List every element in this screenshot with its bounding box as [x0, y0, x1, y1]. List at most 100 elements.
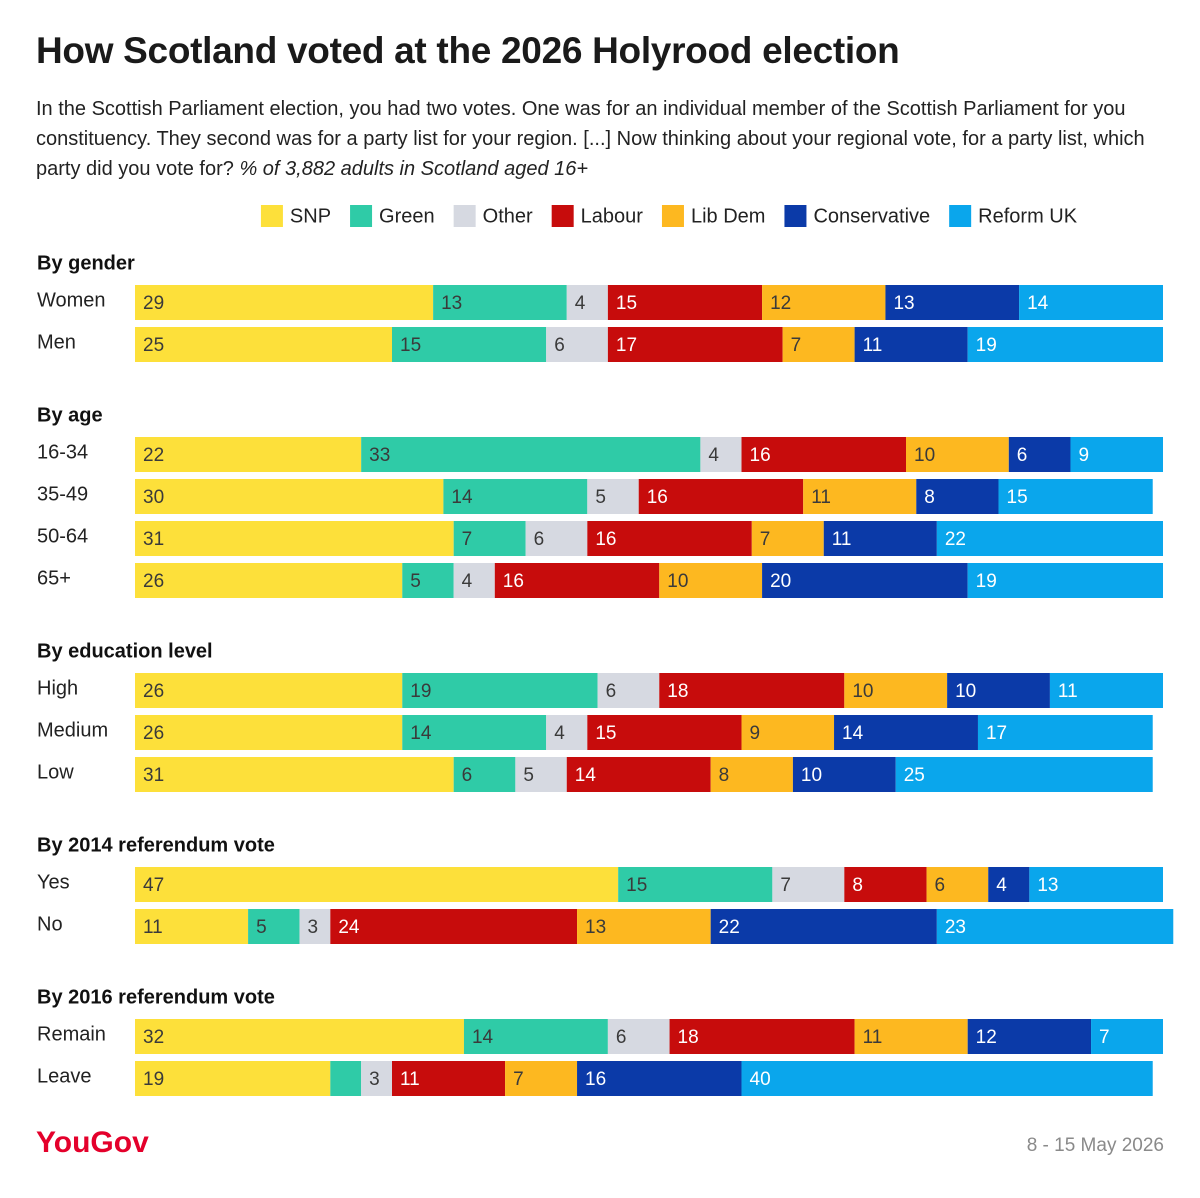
bar-segment	[710, 757, 793, 792]
value-label: 22	[143, 445, 164, 466]
value-label: 25	[143, 335, 164, 356]
value-label: 16	[503, 571, 524, 592]
value-label: 22	[945, 529, 966, 550]
value-label: 32	[143, 1027, 164, 1048]
legend-swatch	[784, 205, 807, 227]
bar-segment	[988, 867, 1030, 902]
bar-segment	[135, 909, 249, 944]
bar-segment	[659, 563, 763, 598]
date: 8 - 15 May 2026	[1027, 1135, 1164, 1156]
bar-segment	[834, 715, 978, 750]
category-label: Women	[37, 289, 106, 311]
bar-segment	[659, 673, 845, 708]
bar-segment	[803, 479, 917, 514]
bar-segment	[854, 327, 968, 362]
bar-segment	[844, 673, 948, 708]
value-label: 17	[986, 723, 1007, 744]
value-label: 22	[719, 917, 740, 938]
bar-segment	[1049, 673, 1163, 708]
bar-segment	[741, 437, 906, 472]
value-label: 13	[585, 917, 606, 938]
bar-segment	[936, 909, 1174, 944]
value-label: 6	[606, 681, 617, 702]
bar-segment	[926, 867, 989, 902]
legend-swatch	[260, 205, 283, 227]
bar-segment	[135, 673, 403, 708]
value-label: 11	[811, 487, 831, 508]
bar-segment	[823, 521, 937, 556]
legend-swatch	[661, 205, 684, 227]
bar-segment	[638, 479, 804, 514]
value-label: 7	[462, 529, 473, 550]
category-label: 50-64	[37, 525, 88, 547]
subtitle-text: In the Scottish Parliament election, you…	[36, 98, 1145, 180]
value-label: 13	[893, 293, 914, 314]
value-label: 7	[791, 335, 802, 356]
value-label: 10	[955, 681, 976, 702]
category-label: Medium	[37, 719, 108, 741]
bar-segment	[895, 757, 1153, 792]
bar-segment	[135, 285, 434, 320]
bar-segment	[135, 1019, 464, 1054]
value-label: 9	[750, 723, 761, 744]
bar-segment	[392, 1061, 506, 1096]
value-label: 6	[1017, 445, 1028, 466]
bar-segment	[1070, 437, 1163, 472]
value-label: 15	[1007, 487, 1028, 508]
bar-segment	[1008, 437, 1071, 472]
value-label: 3	[307, 917, 318, 938]
value-label: 15	[626, 875, 647, 896]
bar-segment	[361, 1061, 392, 1096]
legend-swatch	[350, 205, 373, 227]
bar-segment	[618, 867, 773, 902]
bar-segment	[330, 1061, 362, 1096]
value-label: 10	[914, 445, 935, 466]
bar-segment	[597, 673, 660, 708]
value-label: 31	[143, 529, 164, 550]
value-label: 15	[595, 723, 616, 744]
value-label: 4	[575, 293, 586, 314]
bar-segment	[587, 715, 742, 750]
value-label: 26	[143, 723, 164, 744]
bar-segment	[741, 715, 835, 750]
bar-segment	[566, 757, 711, 792]
legend-swatch	[551, 205, 574, 227]
chart-title: How Scotland voted at the 2026 Holyrood …	[36, 30, 900, 71]
legend-swatch	[949, 205, 972, 227]
value-label: 16	[595, 529, 616, 550]
value-label: 30	[143, 487, 164, 508]
bar-segment	[885, 285, 1020, 320]
value-label: 11	[1058, 681, 1078, 702]
value-label: 29	[143, 293, 164, 314]
value-label: 31	[143, 765, 164, 786]
value-label: 14	[451, 487, 473, 508]
subtitle: In the Scottish Parliament election, you…	[36, 94, 1156, 184]
value-label: 17	[616, 335, 637, 356]
bar-segment	[607, 285, 763, 320]
value-label: 26	[143, 681, 164, 702]
bar-segment	[546, 327, 608, 362]
value-label: 33	[369, 445, 390, 466]
bar-segment	[854, 1019, 968, 1054]
group-title: By gender	[37, 252, 135, 274]
logo: YouGov	[36, 1126, 149, 1159]
value-label: 16	[585, 1069, 606, 1090]
bar-segment	[607, 327, 783, 362]
value-label: 7	[780, 875, 791, 896]
bar-segment	[135, 715, 403, 750]
bar-segment	[792, 757, 896, 792]
group-title: By 2016 referendum vote	[37, 986, 275, 1008]
value-label: 12	[976, 1027, 997, 1048]
value-label: 14	[472, 1027, 494, 1048]
value-label: 5	[595, 487, 606, 508]
value-label: 19	[976, 571, 997, 592]
bar-segment	[577, 1061, 742, 1096]
value-label: 19	[410, 681, 431, 702]
bar-segment	[741, 1061, 1153, 1096]
value-label: 40	[750, 1069, 771, 1090]
bar-segment	[977, 715, 1153, 750]
category-label: High	[37, 677, 78, 699]
bar-segment	[967, 563, 1163, 598]
